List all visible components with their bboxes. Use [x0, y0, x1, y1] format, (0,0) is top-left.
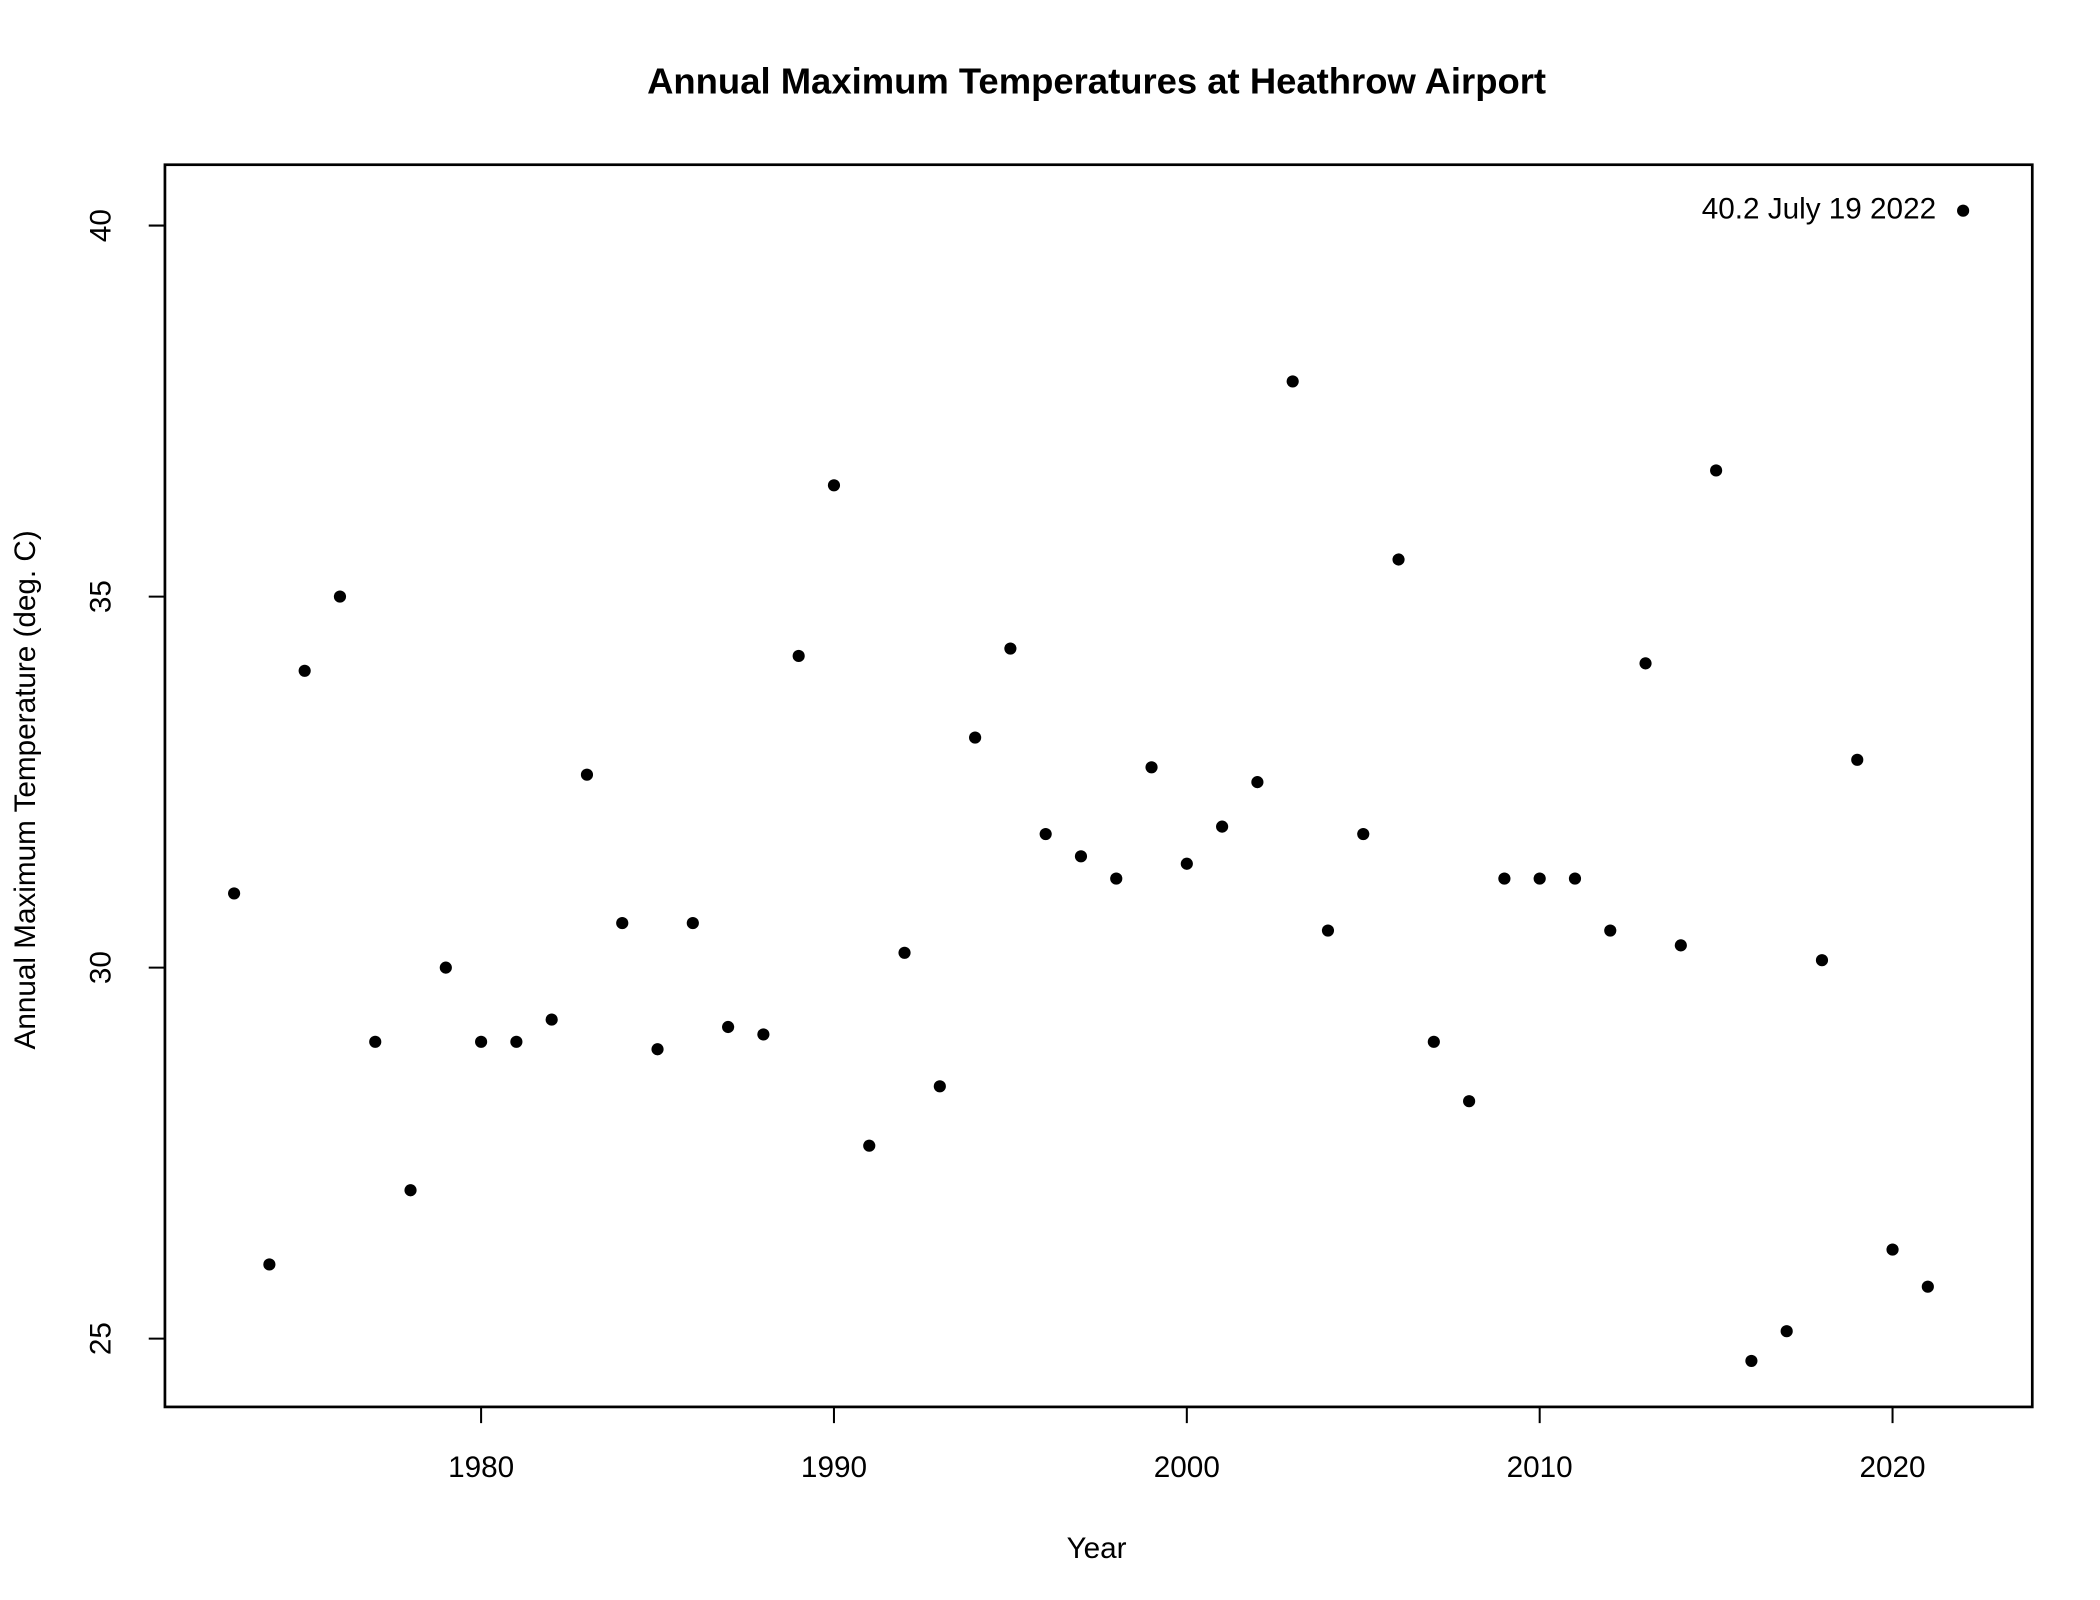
data-point	[510, 1035, 523, 1048]
data-point	[545, 1013, 558, 1026]
data-point	[1286, 375, 1299, 388]
data-point	[827, 479, 841, 492]
data-point	[1851, 753, 1864, 766]
data-point	[898, 946, 911, 959]
x-tick-label: 2000	[1154, 1451, 1220, 1484]
data-point	[1710, 464, 1723, 477]
data-point	[1463, 1095, 1476, 1108]
data-point	[1780, 1325, 1793, 1338]
data-point	[333, 590, 347, 603]
data-point	[1145, 761, 1158, 774]
x-axis-label: Year	[1067, 1532, 1127, 1565]
data-point	[1039, 827, 1052, 841]
y-tick-label: 25	[85, 1322, 118, 1355]
data-point	[1498, 872, 1511, 885]
x-tick-label: 2010	[1507, 1451, 1573, 1484]
data-point	[1321, 924, 1335, 937]
data-point	[1427, 1035, 1440, 1048]
data-point	[722, 1020, 735, 1034]
data-point	[263, 1258, 276, 1271]
data-point	[1110, 872, 1123, 885]
x-tick-label: 1980	[448, 1451, 514, 1484]
data-point	[1745, 1354, 1758, 1367]
data-point	[1921, 1280, 1934, 1293]
data-point	[1568, 872, 1582, 885]
data-point	[686, 917, 699, 930]
data-point	[863, 1139, 876, 1152]
data-point	[1216, 820, 1229, 833]
data-point	[1957, 204, 1970, 217]
data-point	[1815, 954, 1829, 967]
data-point	[1004, 642, 1017, 655]
data-point	[651, 1043, 664, 1056]
data-point	[439, 961, 452, 974]
x-tick-label: 1990	[801, 1451, 867, 1484]
data-point	[1357, 827, 1370, 841]
data-point	[1674, 939, 1687, 952]
annotation: 40.2 July 19 2022	[1702, 193, 1936, 226]
data-point	[298, 664, 311, 677]
data-point	[969, 731, 982, 744]
data-point	[757, 1028, 770, 1041]
data-point	[1392, 553, 1405, 566]
data-point	[1533, 872, 1546, 885]
data-point	[1074, 850, 1088, 863]
data-point	[1180, 857, 1193, 870]
data-point	[1251, 776, 1264, 789]
data-point	[1604, 924, 1617, 937]
y-axis-label: Annual Maximum Temperature (deg. C)	[9, 530, 42, 1049]
data-point	[580, 768, 594, 781]
data-point	[404, 1184, 417, 1197]
data-point	[475, 1035, 488, 1048]
y-tick-label: 35	[85, 580, 118, 613]
chart-title: Annual Maximum Temperatures at Heathrow …	[647, 60, 1546, 101]
data-point	[1639, 657, 1652, 670]
x-tick-label: 2020	[1860, 1451, 1926, 1484]
data-point	[228, 887, 241, 900]
data-point	[369, 1035, 382, 1048]
y-tick-label: 30	[85, 951, 118, 984]
data-point	[616, 917, 629, 930]
y-tick-label: 40	[85, 209, 118, 242]
data-point	[792, 649, 805, 663]
data-point	[1886, 1243, 1899, 1256]
data-point	[933, 1080, 946, 1093]
